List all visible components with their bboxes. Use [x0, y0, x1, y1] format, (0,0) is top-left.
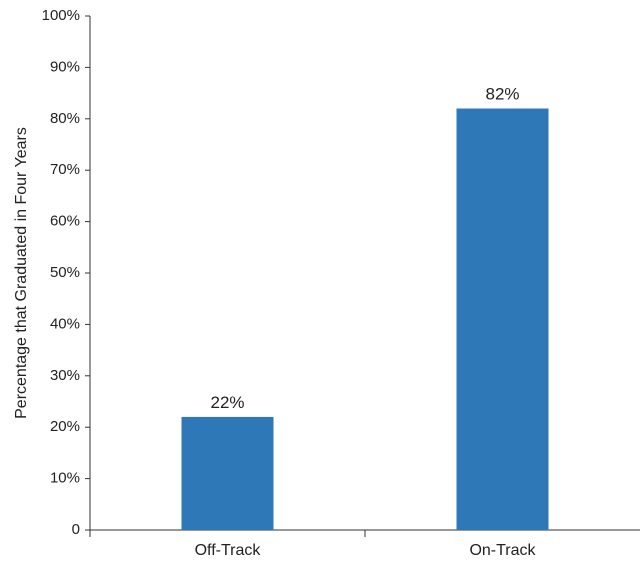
y-tick-label: 10% — [50, 470, 80, 487]
bars: 22% Off-Track 82% On-Track — [181, 85, 549, 559]
y-axis-title: Percentage that Graduated in Four Years — [13, 127, 30, 419]
y-tick-label: 80% — [50, 110, 80, 127]
bar-on-track — [456, 108, 549, 531]
x-category-label: Off-Track — [195, 542, 262, 559]
y-tick-label: 100% — [42, 7, 80, 24]
y-tick-label: 70% — [50, 161, 80, 178]
y-tick-label: 60% — [50, 213, 80, 230]
y-tick-label: 30% — [50, 367, 80, 384]
y-tick-label: 90% — [50, 58, 80, 75]
x-axis — [89, 529, 640, 537]
bar-value-label: 22% — [210, 393, 244, 412]
y-tick-label: 40% — [50, 315, 80, 332]
y-axis: 0 10% 20% 30% 40% 50% 60% 70% 80% 90% 100% — [42, 7, 91, 538]
y-tick-label: 50% — [50, 264, 80, 281]
y-tick-label: 20% — [50, 418, 80, 435]
bar-value-label: 82% — [485, 85, 519, 104]
x-category-label: On-Track — [469, 542, 536, 559]
y-tick-label: 0 — [72, 521, 80, 538]
bar-off-track — [181, 416, 274, 530]
